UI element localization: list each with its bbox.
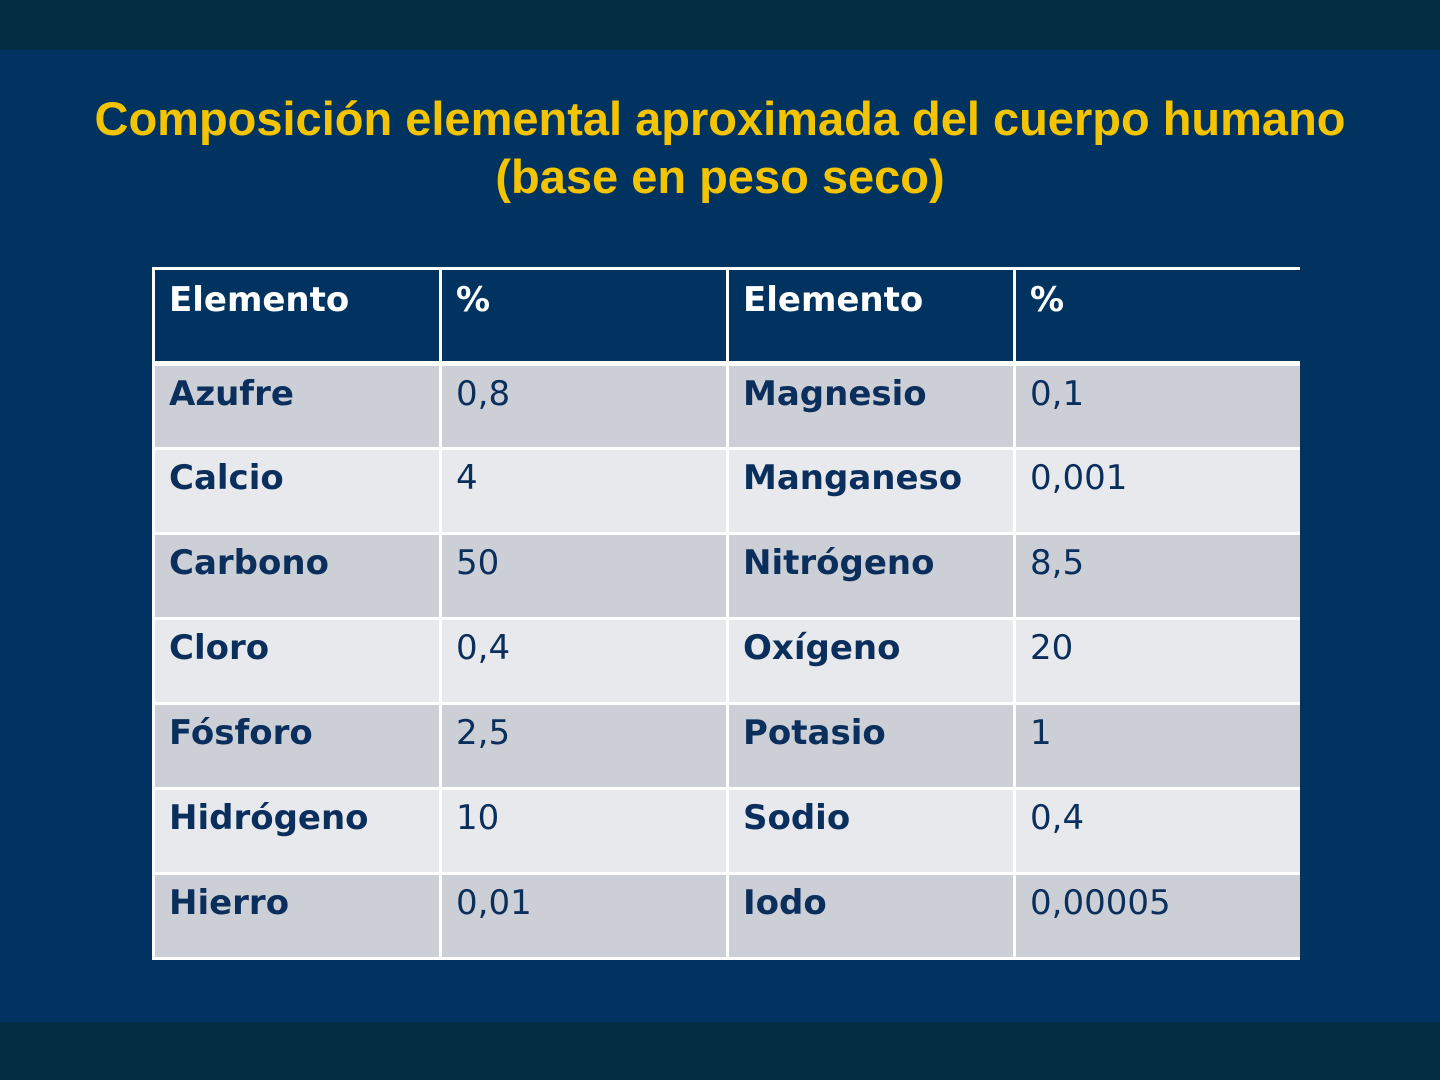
top-band: [0, 0, 1440, 50]
header-percent-2: %: [1013, 267, 1300, 366]
percent-value-cell: 8,5: [1013, 532, 1300, 620]
element-name-cell: Manganeso: [726, 447, 1016, 535]
table-row: Fósforo 2,5 Potasio 1: [152, 702, 1300, 790]
element-name-cell: Iodo: [726, 872, 1016, 960]
percent-value-cell: 10: [439, 787, 729, 875]
element-name-cell: Carbono: [152, 532, 442, 620]
percent-value-cell: 0,01: [439, 872, 729, 960]
table-row: Carbono 50 Nitrógeno 8,5: [152, 532, 1300, 620]
element-name-cell: Oxígeno: [726, 617, 1016, 705]
slide-title: Composición elemental aproximada del cue…: [0, 90, 1440, 206]
element-name-cell: Sodio: [726, 787, 1016, 875]
slide-title-line-2: (base en peso seco): [495, 150, 945, 203]
table-row: Azufre 0,8 Magnesio 0,1: [152, 362, 1300, 450]
percent-value-cell: 1: [1013, 702, 1300, 790]
element-name-cell: Potasio: [726, 702, 1016, 790]
element-name-cell: Magnesio: [726, 362, 1016, 450]
percent-value-cell: 0,1: [1013, 362, 1300, 450]
composition-table: Elemento % Elemento % Azufre 0,8 Magnesi…: [152, 267, 1300, 960]
composition-table-container: Elemento % Elemento % Azufre 0,8 Magnesi…: [152, 267, 1300, 1022]
table-row: Cloro 0,4 Oxígeno 20: [152, 617, 1300, 705]
element-name-cell: Azufre: [152, 362, 442, 450]
header-element-1: Elemento: [152, 267, 442, 366]
bottom-band: [0, 1022, 1440, 1080]
table-row: Hierro 0,01 Iodo 0,00005: [152, 872, 1300, 960]
percent-value-cell: 2,5: [439, 702, 729, 790]
slide-title-line-1: Composición elemental aproximada del cue…: [94, 92, 1346, 145]
element-name-cell: Hierro: [152, 872, 442, 960]
percent-value-cell: 50: [439, 532, 729, 620]
percent-value-cell: 0,001: [1013, 447, 1300, 535]
table-header-row: Elemento % Elemento %: [152, 267, 1300, 366]
table-row: Hidrógeno 10 Sodio 0,4: [152, 787, 1300, 875]
element-name-cell: Fósforo: [152, 702, 442, 790]
element-name-cell: Cloro: [152, 617, 442, 705]
element-name-cell: Hidrógeno: [152, 787, 442, 875]
header-element-2: Elemento: [726, 267, 1016, 366]
percent-value-cell: 20: [1013, 617, 1300, 705]
percent-value-cell: 0,4: [1013, 787, 1300, 875]
element-name-cell: Nitrógeno: [726, 532, 1016, 620]
percent-value-cell: 0,00005: [1013, 872, 1300, 960]
percent-value-cell: 0,4: [439, 617, 729, 705]
header-percent-1: %: [439, 267, 729, 366]
percent-value-cell: 4: [439, 447, 729, 535]
element-name-cell: Calcio: [152, 447, 442, 535]
table-row: Calcio 4 Manganeso 0,001: [152, 447, 1300, 535]
percent-value-cell: 0,8: [439, 362, 729, 450]
